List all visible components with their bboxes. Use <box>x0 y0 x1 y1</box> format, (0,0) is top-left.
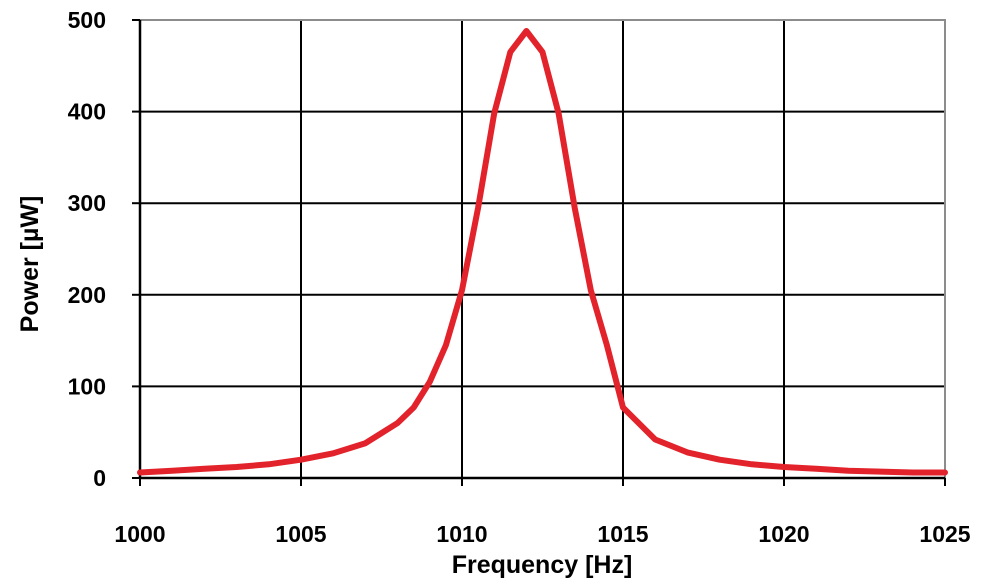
x-tick-label: 1005 <box>275 521 326 547</box>
x-axis-title: Frequency [Hz] <box>452 551 633 579</box>
x-tick-label: 1025 <box>919 521 970 547</box>
series-line-0 <box>137 28 948 476</box>
y-tick-label: 100 <box>68 373 106 399</box>
x-tick-labels: 1000 1005 1010 1015 1020 1025 <box>114 521 970 547</box>
y-tick-label: 400 <box>68 99 106 125</box>
axes <box>132 19 946 486</box>
x-tick-label: 1000 <box>114 521 165 547</box>
x-tick-label: 1015 <box>597 521 648 547</box>
y-tick-label: 200 <box>68 282 106 308</box>
y-tick-label: 300 <box>68 190 106 216</box>
grid-lines <box>140 20 945 478</box>
y-tick-label: 500 <box>68 7 106 33</box>
x-tick-label: 1020 <box>758 521 809 547</box>
y-tick-label: 0 <box>93 465 106 491</box>
plot-area-frame <box>139 19 946 479</box>
y-tick-labels: 0 100 200 300 400 500 <box>68 7 106 491</box>
series-group <box>137 28 948 476</box>
x-tick-label: 1010 <box>436 521 487 547</box>
y-axis-title: Power [µW] <box>16 196 44 333</box>
